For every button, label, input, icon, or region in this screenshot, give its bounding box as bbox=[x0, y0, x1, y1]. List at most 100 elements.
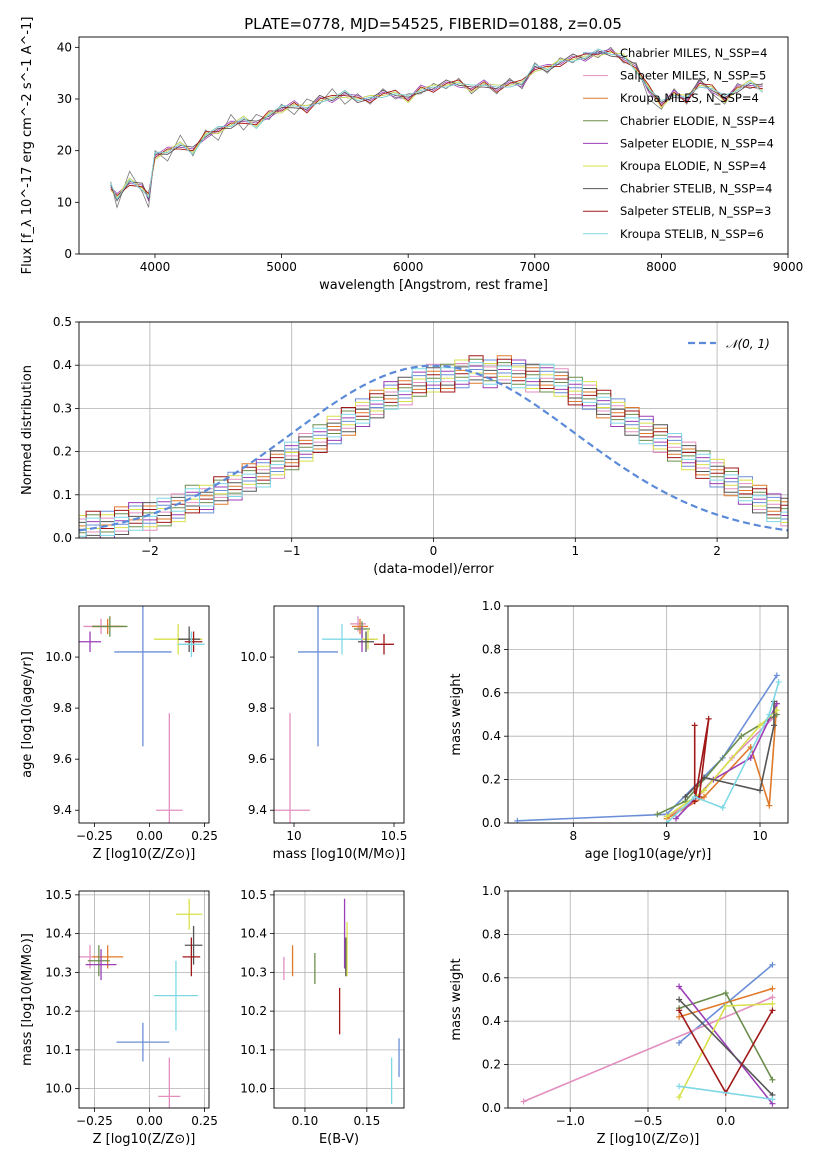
axes-frame bbox=[273, 890, 405, 1109]
age_vs_Z-plot-area bbox=[79, 606, 205, 823]
y-tick-label: 10.1 bbox=[45, 1043, 72, 1057]
x-tick-label: −0.25 bbox=[76, 1114, 113, 1128]
y-tick-label: 1.0 bbox=[482, 884, 501, 898]
mass-weight-marker bbox=[719, 804, 726, 811]
mass-weight-marker bbox=[676, 996, 683, 1003]
y-tick-label: 0.0 bbox=[482, 816, 501, 830]
y-tick-label: 10.0 bbox=[240, 650, 267, 664]
mass-weight-marker bbox=[663, 820, 670, 823]
y-tick-label: 0.6 bbox=[482, 971, 501, 985]
x-tick-label: −1.0 bbox=[556, 1114, 585, 1128]
y-axis-label: Normed distribution bbox=[20, 365, 35, 495]
histogram-step bbox=[79, 363, 788, 533]
mass-weight-line bbox=[678, 986, 774, 1105]
spectrum-legend: Chabrier MILES, N_SSP=4 Salpeter MILES, N… bbox=[583, 46, 775, 241]
x-tick-label: 0.15 bbox=[353, 1114, 380, 1128]
histogram-step bbox=[79, 359, 788, 529]
figure-title: PLATE=0778, MJD=54525, FIBERID=0188, z=0… bbox=[244, 15, 622, 33]
y-tick-label: 0.8 bbox=[482, 642, 501, 656]
y-tick-label: 10.3 bbox=[240, 965, 267, 979]
y-tick-label: 10.4 bbox=[45, 927, 72, 941]
y-tick-label: 10.2 bbox=[240, 1004, 267, 1018]
mass-weight-line bbox=[523, 996, 773, 1103]
mass-weight-line bbox=[517, 674, 778, 822]
y-tick-label: 40 bbox=[57, 40, 72, 54]
x-tick-label: 4000 bbox=[140, 260, 171, 274]
x-tick-label: 6000 bbox=[393, 260, 424, 274]
legend-entry: Chabrier ELODIE, N_SSP=4 bbox=[620, 114, 775, 128]
y-axis-label: age [log10(age/yr)] bbox=[20, 651, 35, 778]
y-tick-label: 0.3 bbox=[53, 401, 72, 415]
y-tick-label: 10.4 bbox=[240, 927, 267, 941]
error-bar-point bbox=[182, 937, 201, 977]
error-bar-point bbox=[156, 713, 183, 823]
y-tick-label: 0.2 bbox=[482, 773, 501, 787]
x-tick-label: 5000 bbox=[266, 260, 297, 274]
error-bar-point bbox=[374, 634, 394, 655]
x-tick-label: 9 bbox=[663, 829, 671, 843]
error-bar-point bbox=[175, 898, 203, 930]
mass-weight-marker bbox=[701, 787, 707, 794]
legend-entry: Salpeter MILES, N_SSP=5 bbox=[620, 69, 766, 83]
x-tick-label: 0.25 bbox=[191, 829, 218, 843]
histogram-step bbox=[79, 358, 788, 534]
axes-frame bbox=[78, 890, 210, 1109]
mass-weight-marker bbox=[757, 722, 763, 729]
mass-weight-marker bbox=[766, 711, 773, 718]
mass_weight_vs_age-plot-area bbox=[514, 672, 782, 823]
histogram-step bbox=[79, 359, 788, 538]
mass-weight-line bbox=[678, 987, 773, 1018]
x-tick-label: −2 bbox=[141, 544, 159, 558]
mass-weight-line bbox=[678, 1085, 773, 1101]
y-tick-label: 10 bbox=[57, 195, 72, 209]
y-axis-label: mass [log10(M/M⊙)] bbox=[20, 933, 35, 1066]
error-bar-point bbox=[92, 616, 128, 637]
y-tick-label: 9.4 bbox=[53, 803, 72, 817]
error-bar-point bbox=[178, 631, 205, 658]
y-tick-label: 0.2 bbox=[53, 445, 72, 459]
mass-weight-marker bbox=[722, 1003, 729, 1010]
y-tick-label: 0.0 bbox=[53, 531, 72, 545]
mass-weight-marker bbox=[769, 1076, 776, 1083]
legend-entry: Kroupa STELIB, N_SSP=6 bbox=[620, 227, 764, 241]
mass-weight-marker bbox=[769, 985, 776, 992]
mass-weight-marker bbox=[775, 678, 782, 685]
y-tick-label: 9.4 bbox=[248, 803, 267, 817]
y-axis-label: mass weight bbox=[449, 958, 464, 1040]
error-bar-point bbox=[178, 626, 201, 652]
error-bar-point bbox=[87, 945, 110, 977]
y-tick-label: 0.6 bbox=[482, 686, 501, 700]
residual_histogram-plot-area bbox=[79, 355, 788, 538]
y-tick-label: 20 bbox=[57, 144, 72, 158]
histogram-step bbox=[79, 363, 788, 536]
mass_vs_ebv-plot-area bbox=[283, 898, 400, 1105]
x-axis-label: age [log10(age/yr)] bbox=[585, 847, 712, 862]
mass-weight-marker bbox=[663, 813, 670, 820]
y-tick-label: 10.2 bbox=[45, 1004, 72, 1018]
error-bar-point bbox=[184, 925, 203, 965]
x-tick-label: 0.00 bbox=[136, 1114, 163, 1128]
model-spectrum-line bbox=[110, 48, 763, 203]
mass_vs_Z-panel: −0.25 0.00 0.25 10.0 10.1 10.2 10.3 10.4 10.5 Z [… bbox=[20, 888, 218, 1147]
mass-weight-marker bbox=[769, 1007, 776, 1014]
x-axis-label: mass [log10(M/M⊙)] bbox=[273, 847, 406, 862]
x-axis-label: Z [log10(Z/Z⊙)] bbox=[93, 1132, 196, 1147]
mass-weight-marker bbox=[676, 1094, 683, 1101]
error-bar-point bbox=[116, 1022, 170, 1062]
x-tick-label: 0.10 bbox=[292, 1114, 319, 1128]
error-bar-point bbox=[298, 606, 338, 747]
mass-weight-marker bbox=[676, 1083, 683, 1090]
y-tick-label: 0.4 bbox=[482, 729, 501, 743]
x-tick-label: 8000 bbox=[646, 260, 677, 274]
legend-entry: 𝒩(0, 1) bbox=[726, 337, 770, 351]
error-bar-point bbox=[114, 606, 172, 747]
y-tick-label: 0.4 bbox=[482, 1014, 501, 1028]
mass-weight-marker bbox=[691, 722, 698, 729]
axes-frame bbox=[78, 605, 210, 824]
age_vs_mass-plot-area bbox=[274, 606, 394, 823]
y-tick-label: 0.5 bbox=[53, 315, 72, 329]
y-tick-label: 0.1 bbox=[53, 488, 72, 502]
spectrum-plot-area bbox=[110, 46, 763, 209]
histogram-step bbox=[79, 355, 788, 530]
mass-weight-marker bbox=[654, 811, 661, 818]
